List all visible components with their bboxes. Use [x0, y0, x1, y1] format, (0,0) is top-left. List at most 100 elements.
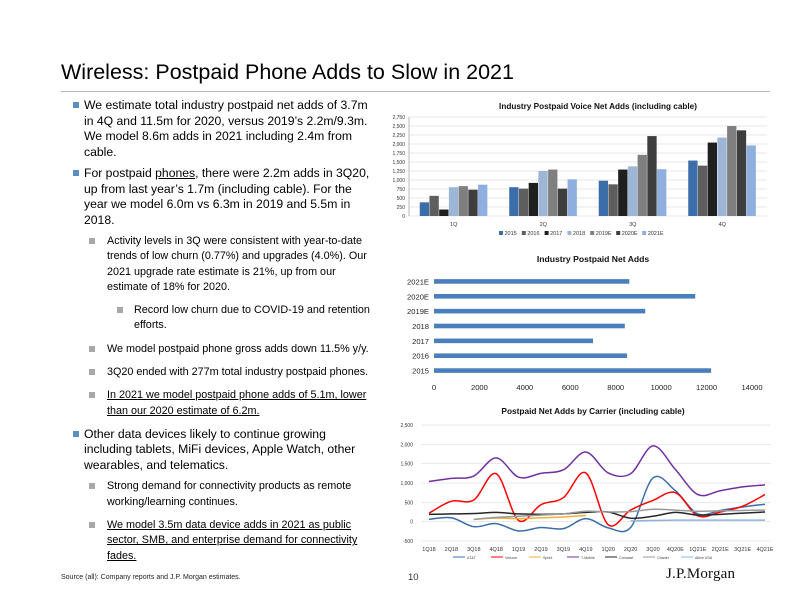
y-tick-label: 2,750 — [392, 115, 405, 121]
subbullet-square-icon — [89, 369, 95, 376]
x-tick-label: 1Q19 — [512, 547, 525, 553]
legend-swatch — [616, 231, 621, 235]
legend-swatch — [590, 231, 595, 235]
legend-label: 2020E — [622, 231, 638, 237]
jpmorgan-logo: J.P.Morgan — [666, 566, 736, 582]
bar — [429, 195, 439, 216]
y-tick-label: 1,000 — [400, 481, 413, 487]
bar — [637, 154, 647, 216]
bar — [419, 202, 430, 216]
y-tick-label: 0 — [410, 520, 413, 526]
carrier-net-adds-chart: Postpaid Net Adds by Carrier (including … — [400, 406, 773, 560]
series-line — [428, 445, 766, 497]
x-tick-label: 8000 — [607, 383, 624, 392]
legend-label: 2015 — [505, 231, 517, 237]
chart-title: Industry Postpaid Net Adds — [537, 254, 650, 264]
subbullet-square-icon — [89, 522, 95, 529]
y-tick-label: 2019E — [407, 307, 429, 316]
bar — [736, 130, 747, 216]
subbullet-square-icon — [89, 392, 95, 399]
bar — [657, 169, 667, 216]
x-tick-label: 6000 — [562, 383, 579, 392]
legend-label: 2018 — [573, 231, 585, 237]
y-tick-label: 2016 — [412, 352, 429, 361]
y-tick-label: 500 — [397, 196, 406, 202]
bar — [618, 169, 628, 216]
bar — [458, 186, 468, 216]
y-tick-label: 2,500 — [392, 124, 405, 130]
bar — [434, 338, 593, 344]
x-tick-label: 3Q20 — [646, 547, 659, 553]
x-tick-label: 3Q18 — [467, 547, 480, 553]
x-tick-label: 4Q18 — [489, 547, 502, 553]
bar — [717, 137, 727, 216]
y-tick-label: 1,500 — [400, 462, 413, 468]
x-tick-label: 1Q21E — [689, 547, 706, 553]
bullet-data-devices: Other data devices likely to continue gr… — [73, 427, 373, 474]
y-tick-label: 2015 — [412, 367, 429, 376]
x-tick-label: 3Q21E — [734, 547, 751, 553]
subbullet-square-icon — [117, 307, 123, 314]
bar — [688, 160, 698, 216]
bar — [557, 188, 568, 216]
x-tick-label: 1Q18 — [422, 547, 435, 553]
x-tick-label: 2Q18 — [445, 547, 458, 553]
y-tick-label: 2,000 — [400, 442, 413, 448]
legend-label: 2016 — [527, 231, 539, 237]
bar — [434, 308, 646, 314]
y-tick-label: 2,000 — [392, 142, 405, 148]
x-tick-label: 2Q19 — [534, 547, 547, 553]
x-tick-label: 4Q19 — [579, 547, 592, 553]
series-line — [630, 519, 765, 522]
y-tick-label: 2,500 — [400, 423, 413, 429]
chart-title: Postpaid Net Adds by Carrier (including … — [501, 406, 684, 416]
legend-label: AT&T — [467, 556, 477, 560]
page-number: 10 — [408, 572, 419, 583]
bar — [434, 353, 628, 359]
subbullet-total-phones: 3Q20 ended with 277m total industry post… — [89, 365, 373, 380]
legend-label: Verizon — [505, 556, 517, 560]
bullet-text: Record low churn due to COVID-19 and ret… — [134, 304, 370, 332]
y-tick-label: 1,000 — [392, 178, 405, 184]
x-tick-label: 4000 — [516, 383, 533, 392]
legend-swatch — [567, 231, 572, 235]
x-tick-label: 2Q21E — [712, 547, 729, 553]
y-tick-label: 2017 — [412, 337, 429, 346]
bullet-text-underlined: phones — [155, 166, 196, 180]
subbullet-activity: Activity levels in 3Q were consistent wi… — [89, 234, 373, 295]
bullet-text: Activity levels in 3Q were consistent wi… — [107, 235, 367, 293]
x-tick-label: 10000 — [651, 383, 672, 392]
series-line — [473, 508, 766, 521]
bar — [608, 184, 618, 216]
legend-label: Sprint — [543, 556, 552, 560]
subbullet-square-icon — [89, 238, 95, 244]
series-line — [428, 475, 766, 533]
bar — [548, 169, 558, 216]
source-note: Source (all): Company reports and J.P. M… — [61, 574, 241, 581]
bullet-text: We model postpaid phone gross adds down … — [107, 342, 369, 355]
x-tick-label: 2Q — [540, 222, 548, 228]
subsubbullet-churn: Record low churn due to COVID-19 and ret… — [117, 303, 373, 334]
bar — [434, 368, 712, 373]
bar — [697, 165, 708, 216]
subbullet-square-icon — [89, 345, 95, 352]
bar — [598, 180, 609, 216]
legend-swatch — [642, 231, 647, 235]
industry-net-adds-chart: Industry Postpaid Net Adds 2021E 2020E 2019… — [407, 254, 763, 392]
bullet-text: In 2021 we model postpaid phone adds of … — [107, 389, 367, 417]
subbullet-square-icon — [89, 483, 95, 490]
legend-label: T-Mobile — [581, 556, 595, 560]
chart-title: Industry Postpaid Voice Net Adds (includ… — [499, 102, 697, 111]
bullet-square-icon — [73, 430, 79, 437]
bar — [528, 182, 538, 216]
bar — [518, 188, 529, 216]
x-tick-label: 4Q — [719, 222, 727, 228]
voice-net-adds-chart: Industry Postpaid Voice Net Adds (includ… — [392, 102, 767, 237]
bar — [509, 187, 519, 216]
subbullet-2021-phone-adds: In 2021 we model postpaid phone adds of … — [89, 388, 373, 419]
bullet-text: 3Q20 ended with 277m total industry post… — [107, 366, 369, 379]
y-tick-label: 2,250 — [392, 133, 405, 139]
x-tick-label: 1Q — [450, 222, 458, 228]
y-tick-label: -500 — [403, 539, 413, 545]
y-tick-label: 1,500 — [392, 160, 405, 166]
